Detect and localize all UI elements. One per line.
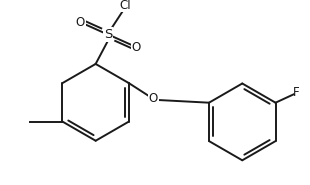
Text: O: O <box>131 41 141 54</box>
Text: S: S <box>104 28 113 41</box>
Text: O: O <box>149 92 158 105</box>
Text: O: O <box>76 16 85 28</box>
Text: Cl: Cl <box>120 0 131 12</box>
Text: F: F <box>293 86 300 99</box>
